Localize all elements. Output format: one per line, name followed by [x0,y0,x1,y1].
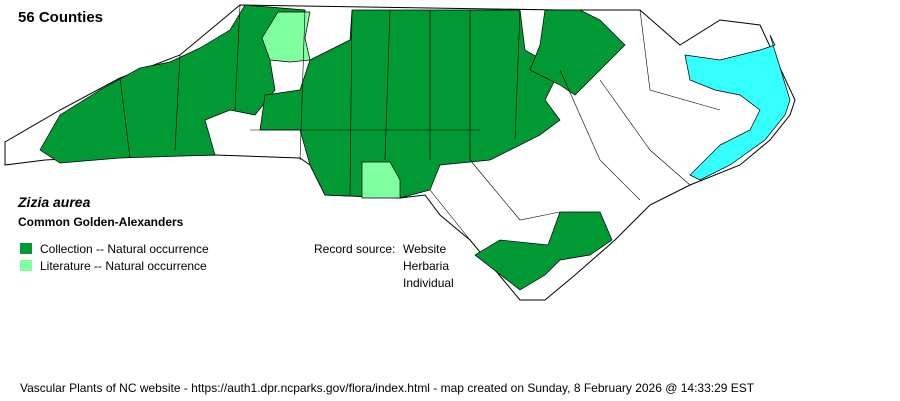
collection-swatch [20,243,32,254]
collection-region-southeast [474,211,613,291]
record-source-individual: Individual [403,276,454,290]
record-source-herbaria: Herbaria [403,259,450,273]
literature-region-north [261,11,311,63]
legend-item-literature: Literature -- Natural occurrence [20,259,207,273]
scientific-name: Zizia aurea [18,194,91,210]
county-count: 56 Counties [18,9,104,26]
legend-label: Literature -- Natural occurrence [40,259,207,273]
county-lines [119,4,721,241]
pamlico-albemarle-sound [684,34,791,181]
literature-swatch [20,260,32,271]
literature-region-south [361,161,401,199]
collection-region-northeast [529,9,626,96]
record-source-label: Record source: [314,242,396,256]
legend-item-collection: Collection -- Natural occurrence [20,242,209,256]
footer-credit: Vascular Plants of NC website - https://… [20,381,755,395]
legend-label: Collection -- Natural occurrence [40,242,209,256]
record-source-website: Website [403,242,447,256]
common-name: Common Golden-Alexanders [18,215,184,229]
